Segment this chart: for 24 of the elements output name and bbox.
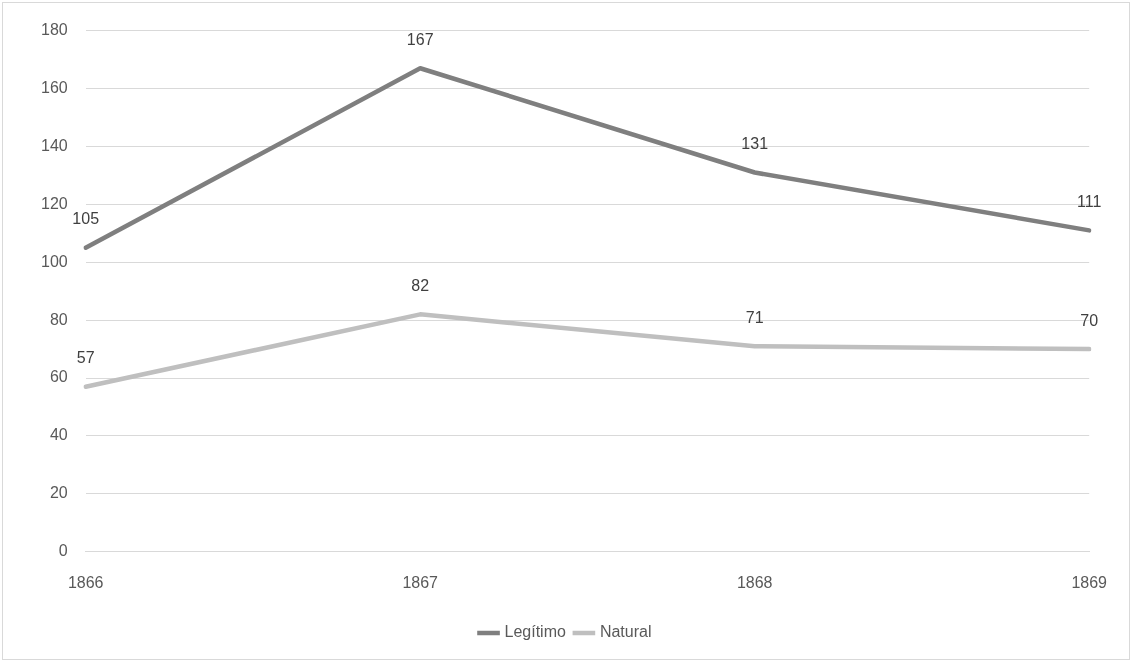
y-tick-label: 0 (58, 542, 68, 560)
y-tick-label: 140 (40, 136, 68, 154)
x-tick-label: 1866 (67, 573, 104, 591)
y-tick-label: 100 (40, 252, 68, 270)
data-label: 167 (406, 30, 434, 48)
y-tick-label: 120 (40, 194, 68, 212)
data-label: 111 (1077, 192, 1102, 210)
data-label: 105 (72, 210, 100, 228)
legend-label: Natural (599, 623, 652, 641)
x-tick-label: 1868 (736, 573, 773, 591)
y-tick-label: 180 (40, 21, 68, 39)
y-tick-label: 80 (49, 310, 68, 328)
y-tick-label: 60 (49, 368, 68, 386)
data-label: 70 (1080, 311, 1099, 329)
x-tick-label: 1869 (1071, 573, 1108, 591)
data-label: 57 (76, 349, 95, 367)
y-tick-label: 40 (49, 426, 68, 444)
legend-label: Legítimo (504, 623, 566, 641)
data-label: 71 (745, 308, 764, 326)
y-tick-label: 160 (40, 78, 68, 96)
data-label: 82 (411, 276, 430, 294)
data-label: 131 (741, 134, 769, 152)
x-tick-label: 1867 (402, 573, 439, 591)
y-tick-label: 20 (49, 484, 68, 502)
